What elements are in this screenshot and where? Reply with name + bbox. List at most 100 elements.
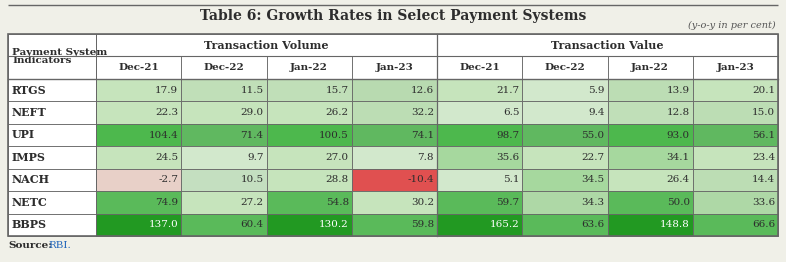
Text: 137.0: 137.0	[149, 220, 178, 229]
Text: RTGS: RTGS	[12, 85, 46, 96]
Text: 10.5: 10.5	[241, 175, 263, 184]
Bar	[608, 56, 692, 79]
Bar	[8, 79, 96, 101]
Text: 34.3: 34.3	[582, 198, 604, 207]
Bar	[608, 79, 692, 101]
Text: NEFT: NEFT	[12, 107, 46, 118]
Text: 32.2: 32.2	[411, 108, 434, 117]
Text: 12.6: 12.6	[411, 86, 434, 95]
Text: (y-o-y in per cent): (y-o-y in per cent)	[689, 21, 776, 30]
Bar	[437, 79, 522, 101]
Bar	[8, 101, 96, 124]
Bar	[266, 169, 352, 191]
Text: 29.0: 29.0	[241, 108, 263, 117]
Bar	[96, 34, 437, 56]
Bar	[266, 79, 352, 101]
Bar	[522, 56, 608, 79]
Bar	[182, 191, 266, 214]
Text: 22.3: 22.3	[155, 108, 178, 117]
Bar	[8, 146, 96, 169]
Bar	[96, 169, 182, 191]
Text: 100.5: 100.5	[319, 130, 349, 139]
Bar	[352, 146, 437, 169]
Bar	[8, 34, 96, 79]
Bar	[352, 214, 437, 236]
Text: Transaction Volume: Transaction Volume	[204, 40, 329, 51]
Bar	[437, 191, 522, 214]
Bar	[692, 124, 778, 146]
Text: 28.8: 28.8	[325, 175, 349, 184]
Bar	[352, 79, 437, 101]
Bar	[522, 79, 608, 101]
Bar	[96, 191, 182, 214]
Text: 55.0: 55.0	[582, 130, 604, 139]
Bar	[352, 191, 437, 214]
Bar	[692, 101, 778, 124]
Text: 5.1: 5.1	[503, 175, 520, 184]
Text: 27.2: 27.2	[241, 198, 263, 207]
Text: 71.4: 71.4	[241, 130, 263, 139]
Text: 59.7: 59.7	[496, 198, 520, 207]
Text: 54.8: 54.8	[325, 198, 349, 207]
Text: RBI.: RBI.	[48, 241, 71, 250]
Bar	[692, 146, 778, 169]
Bar	[8, 169, 96, 191]
Text: Dec-22: Dec-22	[204, 63, 244, 72]
Bar	[182, 169, 266, 191]
Text: 26.4: 26.4	[667, 175, 690, 184]
Bar	[266, 56, 352, 79]
Bar	[8, 191, 96, 214]
Bar	[608, 124, 692, 146]
Bar	[182, 124, 266, 146]
Bar	[522, 169, 608, 191]
Bar	[8, 34, 778, 236]
Bar	[182, 101, 266, 124]
Bar	[182, 79, 266, 101]
Text: 23.4: 23.4	[752, 153, 775, 162]
Bar	[182, 214, 266, 236]
Bar	[437, 214, 522, 236]
Text: 24.5: 24.5	[155, 153, 178, 162]
Bar	[522, 124, 608, 146]
Text: 34.5: 34.5	[582, 175, 604, 184]
Text: NETC: NETC	[12, 197, 48, 208]
Text: 30.2: 30.2	[411, 198, 434, 207]
Text: 33.6: 33.6	[752, 198, 775, 207]
Text: 6.5: 6.5	[503, 108, 520, 117]
Bar	[182, 56, 266, 79]
Text: 130.2: 130.2	[319, 220, 349, 229]
Text: 11.5: 11.5	[241, 86, 263, 95]
Text: Payment System: Payment System	[12, 48, 107, 57]
Text: 13.9: 13.9	[667, 86, 690, 95]
Text: 14.4: 14.4	[752, 175, 775, 184]
Bar	[692, 56, 778, 79]
Bar	[182, 146, 266, 169]
Bar	[8, 214, 96, 236]
Text: 34.1: 34.1	[667, 153, 690, 162]
Text: BBPS: BBPS	[12, 219, 47, 230]
Bar	[522, 101, 608, 124]
Text: 98.7: 98.7	[496, 130, 520, 139]
Text: 17.9: 17.9	[155, 86, 178, 95]
Bar	[266, 146, 352, 169]
Text: 20.1: 20.1	[752, 86, 775, 95]
Bar	[692, 169, 778, 191]
Text: UPI: UPI	[12, 129, 35, 140]
Bar	[608, 169, 692, 191]
Bar	[266, 101, 352, 124]
Bar	[8, 124, 96, 146]
Bar	[522, 214, 608, 236]
Text: 59.8: 59.8	[411, 220, 434, 229]
Text: 93.0: 93.0	[667, 130, 690, 139]
Text: IMPS: IMPS	[12, 152, 46, 163]
Text: 35.6: 35.6	[496, 153, 520, 162]
Bar	[692, 214, 778, 236]
Text: Dec-22: Dec-22	[545, 63, 586, 72]
Text: Jan-23: Jan-23	[717, 63, 755, 72]
Bar	[352, 56, 437, 79]
Bar	[96, 124, 182, 146]
Bar	[437, 146, 522, 169]
Bar	[608, 146, 692, 169]
Text: 7.8: 7.8	[417, 153, 434, 162]
Text: 9.4: 9.4	[588, 108, 604, 117]
